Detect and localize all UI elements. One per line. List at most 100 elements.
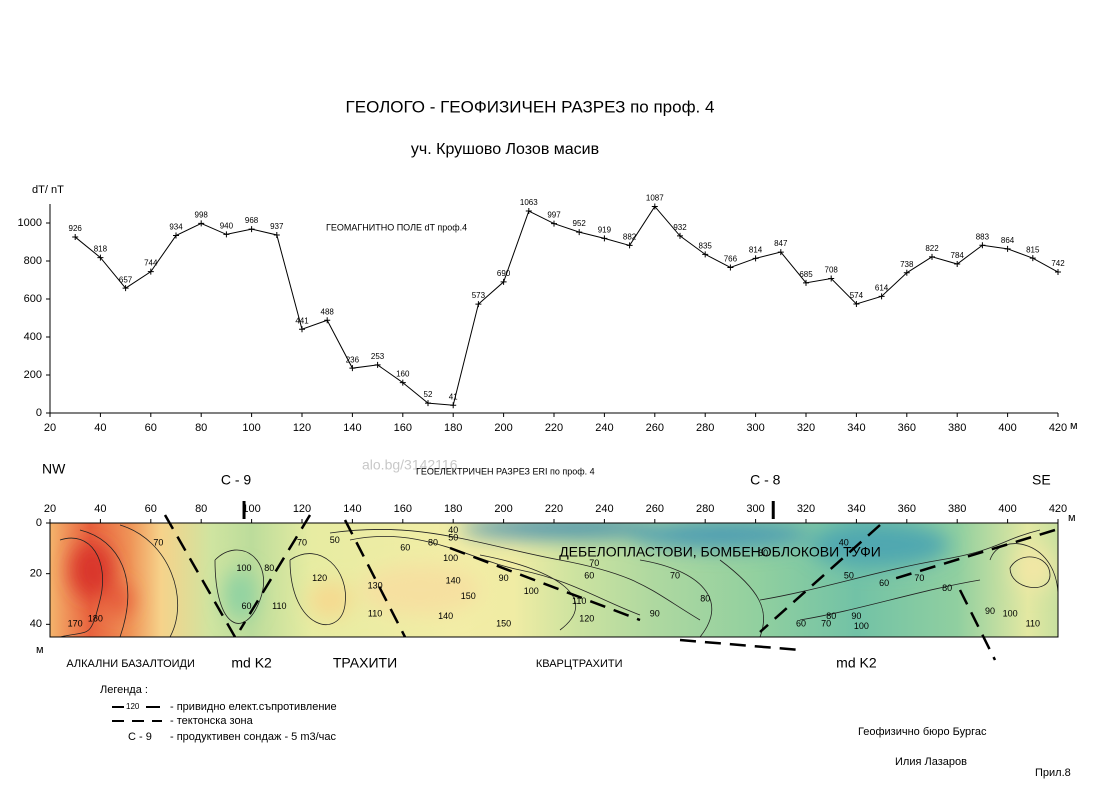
y-tick-label: 0 — [36, 407, 42, 419]
data-label: 952 — [573, 219, 587, 228]
contour-label: 60 — [879, 578, 889, 588]
contour-label: 110 — [1026, 619, 1040, 629]
contour-label: 140 — [446, 576, 461, 586]
contour-label: 90 — [985, 606, 995, 616]
data-label: 744 — [144, 259, 158, 268]
x-tick-label: 420 — [1049, 422, 1067, 434]
point — [399, 379, 406, 386]
tectonic-zones — [163, 514, 1056, 661]
formation-label: КВАРЦТРАХИТИ — [536, 658, 623, 670]
x-tick-label: 20 — [44, 422, 56, 434]
contour-label: 40 — [839, 538, 849, 548]
point — [702, 251, 709, 258]
point — [727, 264, 734, 271]
x-tick-label: 80 — [195, 422, 207, 434]
x-tick-label: 380 — [948, 503, 966, 515]
point — [878, 293, 885, 300]
contour-label: 60 — [242, 601, 252, 611]
contour-label: 80 — [700, 593, 710, 603]
data-label: 742 — [1051, 259, 1065, 268]
x-tick-label: 160 — [394, 422, 412, 434]
point — [1004, 245, 1011, 252]
x-tick-label: 240 — [595, 503, 613, 515]
contour-label: 70 — [914, 573, 924, 583]
point — [803, 279, 809, 286]
point — [777, 249, 784, 256]
contour-label: 100 — [524, 586, 539, 596]
point — [903, 269, 910, 276]
data-label: 815 — [1026, 245, 1040, 254]
point — [828, 275, 835, 282]
contour-label: 70 — [297, 538, 307, 548]
y-axis-label: dT/ nT — [32, 184, 64, 196]
x-tick-label: 160 — [394, 503, 412, 515]
point — [248, 226, 255, 233]
x-tick-label: 380 — [948, 422, 966, 434]
contour-label: 60 — [796, 619, 806, 629]
x-tick-label: 40 — [94, 422, 106, 434]
data-label: 573 — [472, 291, 486, 300]
point — [752, 255, 759, 262]
footer-author: Илия Лазаров — [895, 756, 967, 768]
contour-label: 110 — [572, 596, 586, 606]
data-label: 883 — [976, 232, 990, 241]
y-tick-label: 400 — [24, 331, 42, 343]
contour-label: 80 — [264, 563, 274, 573]
point — [97, 254, 104, 261]
contour-label: 110 — [272, 601, 286, 611]
point — [500, 278, 507, 285]
x-tick-label: 220 — [545, 422, 563, 434]
data-label: 441 — [295, 316, 309, 325]
data-label: 940 — [220, 222, 234, 231]
x-tick-label: 120 — [293, 422, 311, 434]
contour-label: 80 — [826, 611, 836, 621]
point — [450, 402, 457, 409]
contour-label: 70 — [670, 571, 680, 581]
contour-label: 110 — [368, 609, 382, 619]
data-label: 574 — [850, 291, 864, 300]
data-label: 998 — [195, 210, 209, 219]
data-label: 835 — [699, 241, 713, 250]
legend-text: - тектонска зона — [170, 715, 254, 727]
data-label: 685 — [799, 270, 813, 279]
x-tick-label: 220 — [545, 503, 563, 515]
contour-label: 40 — [448, 525, 458, 535]
legend: Легенда : 120 - привидно елект.съпротивл… — [100, 684, 337, 743]
contour-label: 120 — [312, 573, 327, 583]
x-tick-label: 300 — [746, 503, 764, 515]
data-label: 822 — [925, 244, 939, 253]
contour-label: 70 — [589, 558, 599, 568]
contour-label: 90 — [851, 611, 861, 621]
point — [374, 361, 381, 368]
x-tick-label: 20 — [44, 503, 56, 515]
formation-label: АЛКАЛНИ БАЗАЛТОИДИ — [66, 658, 195, 670]
contour-label: 100 — [443, 553, 458, 563]
point — [626, 242, 633, 249]
data-label: 160 — [396, 370, 410, 379]
footer-org: Геофизично бюро Бургас — [858, 726, 987, 738]
point — [551, 220, 557, 227]
point — [273, 231, 280, 238]
contour-label: 90 — [499, 573, 509, 583]
x-tick-label: 40 — [94, 503, 106, 515]
resistivity-field — [50, 523, 1058, 637]
point — [475, 301, 482, 308]
data-label: 814 — [749, 245, 763, 254]
data-label: 738 — [900, 260, 914, 269]
contour-label: 100 — [237, 563, 252, 573]
contour-label: 100 — [1003, 609, 1018, 619]
data-label: 1087 — [646, 194, 664, 203]
point — [979, 242, 986, 249]
y-tick-label: 800 — [24, 255, 42, 267]
data-label: 926 — [69, 224, 83, 233]
y-tick-label: 1000 — [18, 217, 42, 229]
point — [122, 285, 129, 292]
legend-title: Легенда : — [100, 684, 148, 696]
point — [1055, 269, 1061, 276]
x-tick-label: 360 — [898, 503, 916, 515]
x-tick-label: 80 — [195, 503, 207, 515]
data-label: 818 — [94, 245, 108, 254]
x-tick-label: 280 — [696, 503, 714, 515]
point — [677, 232, 683, 239]
point — [147, 268, 154, 275]
